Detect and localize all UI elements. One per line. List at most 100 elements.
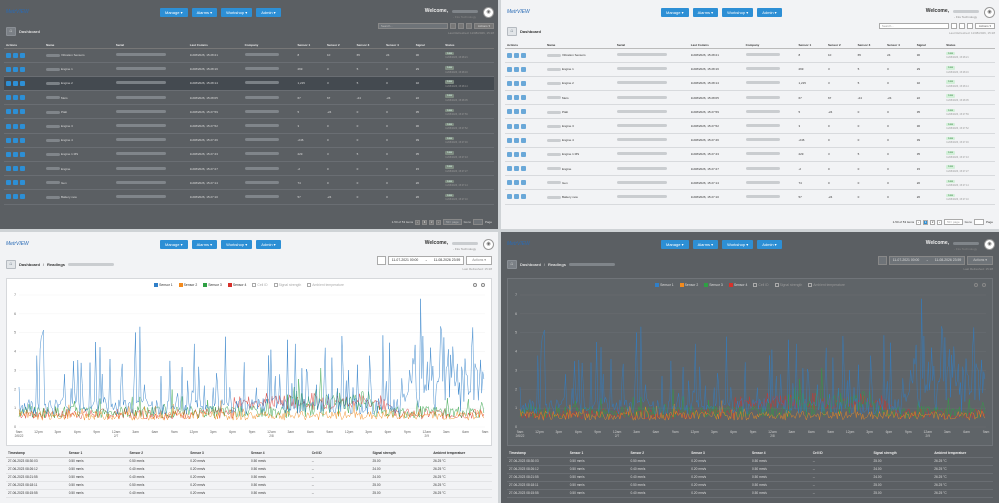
table-row[interactable]: 27-06-2023 08:30:03 0.50 mm/s 0.50 mm/s 0.2… xyxy=(6,457,492,466)
col-header[interactable]: Sensor 1 xyxy=(567,450,629,458)
col-header[interactable]: Ambient temperature xyxy=(431,450,492,458)
col-header[interactable]: Company xyxy=(743,42,797,49)
device-name[interactable]: Engine 4 xyxy=(44,133,114,148)
table-row[interactable]: Battery new 11/08/2026, 15:27:10 57 -24 0 0 26… xyxy=(505,189,995,205)
legend-item[interactable]: Sensor 3 xyxy=(704,283,723,287)
chart-icon[interactable] xyxy=(20,52,25,58)
col-header[interactable]: Sensor 1 xyxy=(295,42,325,49)
col-header[interactable]: Sensor 1 xyxy=(796,42,826,49)
chart-icon[interactable] xyxy=(20,180,25,186)
actions-dropdown[interactable]: Actions ▾ xyxy=(974,23,995,29)
col-header[interactable]: Sensor 2 xyxy=(127,450,189,458)
col-header[interactable]: Cell ID xyxy=(810,450,872,458)
legend-item[interactable]: Signal strength xyxy=(273,283,301,287)
reset-zoom-icon[interactable] xyxy=(982,283,986,287)
nav-alarms[interactable]: Alarms ▾ xyxy=(191,8,218,17)
view-icon[interactable] xyxy=(13,194,18,200)
nav-workshop[interactable]: Workshop ▾ xyxy=(221,240,253,249)
view-icon[interactable] xyxy=(13,66,18,72)
nav-admin[interactable]: Admin ▾ xyxy=(256,8,281,17)
nav-manage[interactable]: Manage ▾ xyxy=(661,8,689,17)
col-header[interactable]: Actions xyxy=(4,42,45,49)
table-row[interactable]: Mers 11/08/2026, 15:28:05 67 67 -24 -24 22 Live… xyxy=(505,90,995,106)
table-row[interactable]: 27-06-2023 08:26:12 0.50 mm/s 0.40 mm/s 0.2… xyxy=(507,465,993,474)
legend-item[interactable]: Sensor 4 xyxy=(728,283,747,287)
chart-icon[interactable] xyxy=(521,80,526,86)
breadcrumb-dashboard[interactable]: Dashboard xyxy=(19,28,40,34)
edit-icon[interactable] xyxy=(6,180,11,186)
chart-icon[interactable] xyxy=(521,95,526,101)
table-row[interactable]: Engine 4 11/08/2026, 15:27:46 -246 0 0 0 39 Liv… xyxy=(505,133,995,148)
chart-icon[interactable] xyxy=(20,194,25,200)
chart-icon[interactable] xyxy=(20,137,25,143)
table-row[interactable]: Gen 11/08/2026, 15:27:14 74 0 0 0 20 Live 11/08/… xyxy=(505,175,995,191)
table-row[interactable]: Engine 3 11/08/2026, 15:27:52 3 0 0 0 30 Live 11… xyxy=(4,118,494,134)
nav-workshop[interactable]: Workshop ▾ xyxy=(221,8,253,17)
edit-icon[interactable] xyxy=(6,151,11,157)
legend-item[interactable]: Cell ID xyxy=(753,283,769,287)
user-avatar[interactable]: ◉ xyxy=(984,7,995,18)
edit-icon[interactable] xyxy=(507,66,512,72)
device-name[interactable]: Ptab xyxy=(44,104,114,120)
table-row[interactable]: 27-06-2023 08:21:55 0.50 mm/s 0.40 mm/s 0.2… xyxy=(6,473,492,482)
settings-icon[interactable] xyxy=(974,283,978,287)
table-row[interactable]: Engine 1 MS 11/08/2026, 15:27:43 229 3 5 0 35 L… xyxy=(505,147,995,163)
device-name[interactable]: Ptab xyxy=(545,104,615,120)
view-icon[interactable] xyxy=(514,109,519,115)
chart-icon[interactable] xyxy=(20,151,25,157)
legend-item[interactable]: Sensor 1 xyxy=(655,283,674,287)
legend-item[interactable]: Signal strength xyxy=(774,283,802,287)
table-row[interactable]: Engine 11/08/2026, 15:27:27 -2 0 0 0 15 Live 11/… xyxy=(4,161,494,177)
view-icon[interactable] xyxy=(514,95,519,101)
view-icon[interactable] xyxy=(514,52,519,58)
device-name[interactable]: Mers xyxy=(545,90,615,106)
calendar-icon[interactable] xyxy=(376,256,386,265)
legend-item[interactable]: Sensor 3 xyxy=(203,283,222,287)
reset-zoom-icon[interactable] xyxy=(481,283,485,287)
edit-icon[interactable] xyxy=(507,123,512,129)
device-name[interactable]: Engine 1 MS xyxy=(545,147,615,163)
edit-icon[interactable] xyxy=(507,151,512,157)
app-logo[interactable]: MetrVIEW xyxy=(6,9,29,15)
view-icon[interactable] xyxy=(13,123,18,129)
actions-dropdown[interactable]: Actions ▾ xyxy=(473,23,494,29)
col-header[interactable]: Sensor 4 xyxy=(750,450,811,458)
edit-icon[interactable] xyxy=(6,123,11,129)
date-range-picker[interactable]: 11-07-2021 00:00 → 11-08-2026 23:59 xyxy=(888,256,966,265)
table-row[interactable]: 27-06-2023 08:26:12 0.50 mm/s 0.40 mm/s 0.2… xyxy=(6,465,492,474)
col-header[interactable]: Actions xyxy=(505,42,546,49)
view-icon[interactable] xyxy=(514,180,519,186)
device-name[interactable]: Engine 1 xyxy=(44,62,114,77)
table-row[interactable]: Vibration Sensors 11/08/2026, 15:28:21 8 10… xyxy=(505,48,995,63)
device-name[interactable]: Mers xyxy=(44,90,114,106)
view-icon[interactable] xyxy=(13,137,18,143)
table-row[interactable]: Vibration Sensors 11/08/2026, 15:28:21 8 10… xyxy=(4,48,494,63)
device-name[interactable]: Engine xyxy=(44,161,114,177)
device-name[interactable]: Vibration Sensors xyxy=(545,48,615,63)
edit-icon[interactable] xyxy=(507,194,512,200)
prev-page-button[interactable]: ‹ xyxy=(415,219,421,225)
columns-icon[interactable] xyxy=(457,23,464,29)
chart-icon[interactable] xyxy=(521,52,526,58)
page-2-button[interactable]: 2 xyxy=(930,219,936,225)
table-row[interactable]: Battery new 11/08/2026, 15:27:10 57 -24 0 0 26… xyxy=(4,189,494,205)
chart-icon[interactable] xyxy=(20,95,25,101)
breadcrumb-dashboard[interactable]: Dashboard xyxy=(520,28,541,34)
table-row[interactable]: Gen 11/08/2026, 15:27:14 74 0 0 0 20 Live 11/08/… xyxy=(4,175,494,191)
col-header[interactable]: Name xyxy=(545,42,615,49)
col-header[interactable]: Name xyxy=(44,42,114,49)
user-avatar[interactable]: ◉ xyxy=(984,239,995,250)
table-row[interactable]: Engine 1 11/08/2026, 15:28:16 269 3 5 0 29 Live… xyxy=(4,62,494,77)
chart-icon[interactable] xyxy=(521,166,526,172)
chart-icon[interactable] xyxy=(20,166,25,172)
view-icon[interactable] xyxy=(13,95,18,101)
col-header[interactable]: Signal strength xyxy=(871,450,933,458)
table-row[interactable]: 27-06-2023 08:15:55 0.50 mm/s 0.40 mm/s 0.2… xyxy=(507,489,993,498)
nav-admin[interactable]: Admin ▾ xyxy=(256,240,281,249)
nav-admin[interactable]: Admin ▾ xyxy=(757,240,782,249)
device-name[interactable]: Engine 2 xyxy=(44,76,114,92)
legend-item[interactable]: Sensor 2 xyxy=(178,283,197,287)
nav-manage[interactable]: Manage ▾ xyxy=(160,8,188,17)
